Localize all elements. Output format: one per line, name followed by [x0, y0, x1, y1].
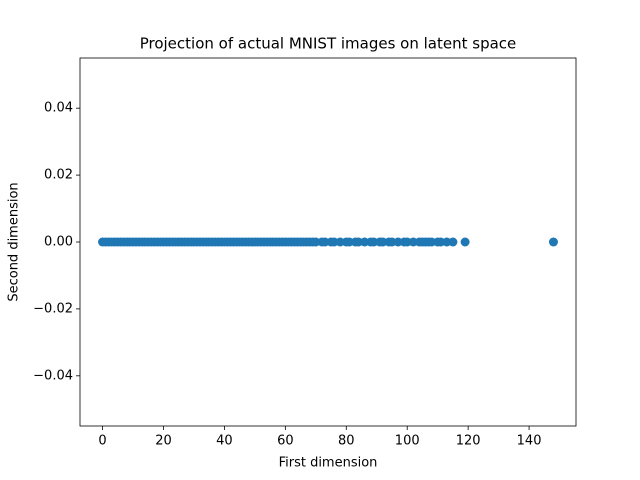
x-tick-label: 120: [456, 434, 481, 449]
point: [548, 237, 558, 247]
chart-title: Projection of actual MNIST images on lat…: [140, 35, 517, 53]
x-tick-label: 80: [338, 434, 355, 449]
x-tick-label: 60: [277, 434, 294, 449]
y-tick-label: 0.00: [44, 235, 73, 250]
x-axis-label: First dimension: [279, 456, 378, 471]
x-tick-label: 20: [155, 434, 172, 449]
y-tick-label: 0.04: [44, 101, 73, 116]
y-tick-label: −0.02: [33, 301, 73, 316]
y-axis-label: Second dimension: [7, 182, 22, 301]
x-tick-label: 100: [395, 434, 420, 449]
y-tick-label: 0.02: [44, 168, 73, 183]
y-tick-label: −0.04: [33, 368, 73, 383]
point: [460, 237, 470, 247]
x-tick-label: 140: [517, 434, 542, 449]
plot-frame: [79, 57, 577, 427]
x-tick-label: 0: [98, 434, 106, 449]
x-tick-label: 40: [216, 434, 233, 449]
point: [448, 237, 458, 247]
